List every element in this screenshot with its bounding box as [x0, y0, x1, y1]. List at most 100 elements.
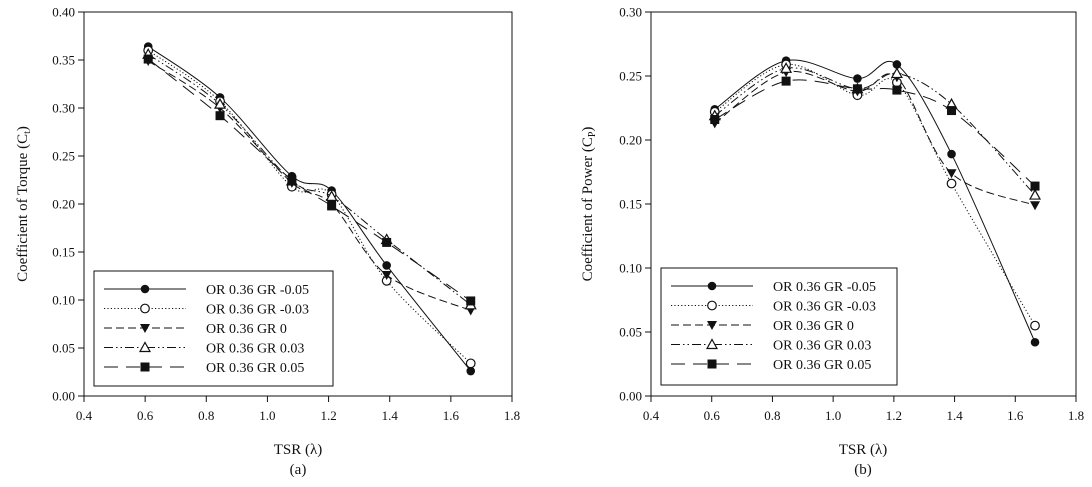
data-point [1030, 337, 1040, 347]
x-tick-label: 1.6 [443, 408, 460, 423]
x-tick-label: 0.6 [137, 408, 154, 423]
y-tick-label: 0.20 [619, 133, 642, 148]
legend-marker [707, 300, 717, 311]
y-tick-label: 0.25 [619, 69, 642, 84]
legend-label: OR 0.36 GR 0.03 [206, 342, 304, 357]
series-line [714, 70, 1036, 206]
data-point [947, 106, 957, 116]
legend-label: OR 0.36 GR 0.03 [773, 339, 871, 354]
panel-a-ylabel-main: Coefficient of Torque (C [15, 134, 31, 282]
y-tick-label: 0.30 [52, 101, 75, 116]
data-point [381, 271, 392, 281]
y-tick-label: 0.00 [52, 389, 75, 404]
panel-b-ylabel-main: Coefficient of Power (C [580, 137, 596, 281]
data-point [215, 111, 225, 121]
legend-label: OR 0.36 GR 0 [206, 322, 287, 337]
x-tick-label: 1.4 [382, 408, 399, 423]
legend-marker [138, 341, 152, 353]
legend-label: OR 0.36 GR -0.03 [773, 300, 876, 315]
legend-marker [705, 338, 719, 350]
y-tick-label: 0.35 [52, 53, 75, 68]
y-tick-label: 0.15 [619, 197, 642, 212]
data-point [382, 261, 391, 270]
data-point [214, 97, 227, 109]
legend-marker [707, 281, 717, 291]
y-tick-label: 0.10 [52, 293, 75, 308]
data-point [780, 62, 793, 73]
legend-marker [140, 324, 150, 333]
chart-panel-b: TSR (λ) (b) Coefficient of Power (CP) 0.… [580, 5, 1084, 479]
data-point [890, 67, 903, 79]
y-tick-label: 0.40 [52, 5, 75, 20]
data-point [327, 201, 337, 211]
y-tick-label: 0.25 [52, 149, 75, 164]
x-tick-label: 1.2 [320, 408, 336, 423]
panel-b-ylabel: Coefficient of Power (CP) [580, 127, 598, 282]
legend-marker [140, 362, 150, 372]
legend: OR 0.36 GR -0.05 OR 0.36 GR -0.03 OR 0.36 … [93, 270, 334, 387]
panel-a-label: (a) [290, 462, 307, 478]
data-point [852, 84, 862, 94]
legend-marker [707, 321, 717, 330]
x-tick-label: 1.4 [946, 408, 963, 423]
series-4 [708, 62, 1042, 200]
data-point [465, 358, 476, 369]
legend-marker [140, 284, 150, 294]
panel-b-xlabel: TSR (λ) [839, 442, 888, 458]
data-point [466, 296, 476, 306]
data-point [1030, 181, 1040, 191]
series-line [147, 58, 472, 302]
x-tick-label: 0.8 [764, 408, 780, 423]
data-point [781, 76, 791, 86]
y-tick-label: 0.30 [619, 5, 642, 20]
legend-label: OR 0.36 GR 0.05 [773, 358, 871, 373]
x-tick-label: 1.8 [504, 408, 520, 423]
series-line [714, 67, 1036, 196]
legend-box [660, 267, 898, 386]
data-point [325, 190, 338, 201]
x-tick-label: 0.4 [76, 408, 93, 423]
x-tick-label: 0.4 [643, 408, 660, 423]
series-line [147, 53, 472, 306]
x-tick-label: 0.6 [704, 408, 721, 423]
x-tick-label: 1.2 [886, 408, 902, 423]
data-point [947, 149, 956, 159]
data-point [143, 54, 153, 64]
y-tick-label: 0.15 [52, 245, 75, 260]
x-tick-label: 1.0 [825, 408, 841, 423]
y-tick-label: 0.05 [619, 325, 642, 340]
series-line [714, 79, 1036, 187]
data-point [1028, 188, 1042, 200]
panel-b-label: (b) [854, 462, 872, 478]
x-tick-label: 1.8 [1068, 408, 1084, 423]
data-point [1030, 201, 1041, 211]
legend-label: OR 0.36 GR -0.03 [206, 303, 309, 318]
data-point [946, 169, 957, 179]
x-tick-label: 0.8 [198, 408, 214, 423]
panel-a-ylabel-sub: t [22, 131, 33, 134]
data-point [853, 74, 862, 83]
y-tick-label: 0.05 [52, 341, 75, 356]
x-tick-label: 1.0 [259, 408, 275, 423]
data-point [1030, 320, 1040, 331]
legend-marker [707, 359, 717, 369]
data-point [710, 115, 720, 125]
data-point [892, 60, 902, 69]
legend-marker [140, 303, 150, 314]
y-tick-label: 0.10 [619, 261, 642, 276]
panel-a-xlabel: TSR (λ) [274, 442, 323, 458]
data-point [287, 175, 297, 185]
y-tick-label: 0.00 [619, 389, 642, 404]
panel-b-ylabel-close: ) [580, 127, 596, 132]
data-point [382, 237, 392, 247]
panel-b-ylabel-sub: P [587, 131, 598, 137]
series-line [147, 46, 472, 372]
chart-panel-a: TSR (λ) (a) Coefficient of Torque (Ct) 0… [15, 5, 520, 479]
x-tick-label: 1.6 [1007, 408, 1024, 423]
panel-a-ylabel-close: ) [15, 126, 31, 131]
legend-label: OR 0.36 GR -0.05 [773, 280, 876, 295]
legend-label: OR 0.36 GR 0 [773, 319, 854, 334]
legend-label: OR 0.36 GR -0.05 [206, 283, 309, 298]
data-point [946, 178, 957, 189]
